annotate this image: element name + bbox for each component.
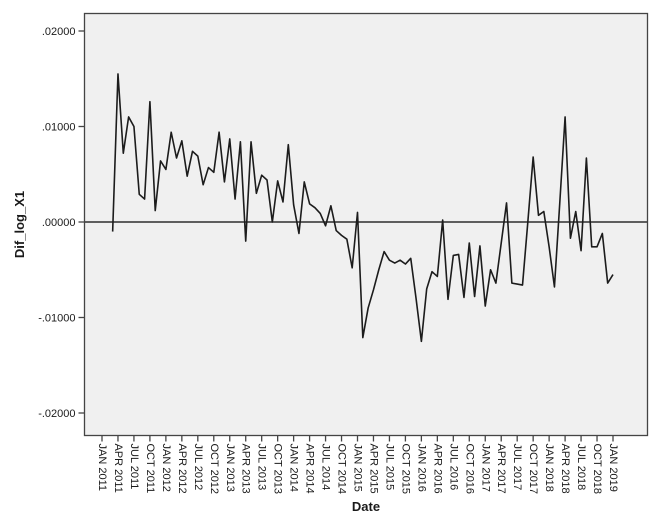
x-tick-label: APR 2016 <box>431 444 443 494</box>
x-tick-label: JUL 2018 <box>575 444 587 491</box>
x-tick-label: JAN 2012 <box>160 444 172 492</box>
x-tick-label: JAN 2013 <box>224 444 236 492</box>
y-tick-label: .02000 <box>42 26 76 38</box>
x-tick-label: JAN 2011 <box>96 444 108 492</box>
plot-frame <box>83 12 649 437</box>
plot-area <box>84 13 648 436</box>
x-tick-label: OCT 2011 <box>144 444 156 494</box>
x-tick-label: APR 2013 <box>240 444 252 494</box>
series-line <box>111 73 614 343</box>
x-tick-label: APR 2015 <box>367 444 379 494</box>
x-tick-label: APR 2014 <box>304 444 316 494</box>
x-tick-label: JAN 2018 <box>543 444 555 492</box>
y-axis-ticks: .02000 .01000 .00000 -.01000 -.02000 <box>38 26 85 420</box>
y-tick-label: .01000 <box>42 122 76 134</box>
x-tick-label: JAN 2016 <box>415 444 427 492</box>
x-tick-label: APR 2018 <box>559 444 571 494</box>
x-tick-label: JAN 2015 <box>352 444 364 492</box>
y-axis-title: Dif_log_X1 <box>12 191 27 258</box>
y-tick-label: .00000 <box>42 217 76 229</box>
x-tick-label: APR 2012 <box>176 444 188 494</box>
x-tick-label: OCT 2018 <box>591 444 603 495</box>
x-tick-label: OCT 2016 <box>463 444 475 495</box>
x-tick-label: JUL 2015 <box>383 444 395 491</box>
x-tick-label: JUL 2014 <box>320 444 332 491</box>
y-tick-label: -.01000 <box>38 313 75 325</box>
x-tick-label: JUL 2017 <box>511 444 523 491</box>
x-tick-label: JUL 2013 <box>256 444 268 491</box>
x-tick-label: OCT 2015 <box>399 444 411 495</box>
x-tick-label: APR 2017 <box>495 444 507 494</box>
x-tick-label: OCT 2017 <box>527 444 539 495</box>
x-tick-label: JAN 2017 <box>479 444 491 492</box>
y-tick-label: -.02000 <box>38 408 75 420</box>
x-tick-label: JUL 2012 <box>192 444 204 491</box>
x-axis-ticks: JAN 2011 APR 2011 JUL 2011 OCT 2011 JAN 2012… <box>96 435 619 495</box>
x-tick-label: OCT 2014 <box>336 444 348 495</box>
x-tick-label: JAN 2014 <box>288 444 300 492</box>
x-tick-label: OCT 2013 <box>272 444 284 495</box>
x-tick-label: OCT 2012 <box>208 444 220 495</box>
x-tick-label: JAN 2019 <box>607 444 619 492</box>
x-axis-title: Date <box>352 499 380 514</box>
x-tick-label: JUL 2011 <box>128 444 140 490</box>
x-tick-label: APR 2011 <box>112 444 124 493</box>
x-tick-label: JUL 2016 <box>447 444 459 491</box>
